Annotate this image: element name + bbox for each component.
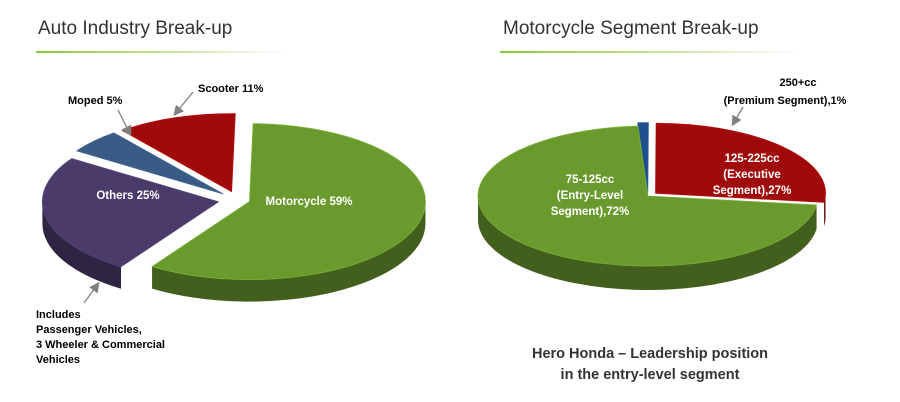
- others-callout-arrow: [83, 281, 100, 304]
- pie-slice-premium: [637, 122, 649, 193]
- premium-callout-arrow: [731, 106, 744, 127]
- slice-label-moped: Moped 5%: [68, 95, 123, 107]
- annotation-line: 3 Wheeler & Commercial: [36, 339, 165, 351]
- pie-slice-executive: [655, 122, 826, 203]
- slice-label-executive-line: 125-225cc: [725, 153, 781, 165]
- slice-label-entry-line: 75-125cc: [566, 174, 615, 186]
- pie-wall-motorcycle: [152, 201, 426, 302]
- slice-label-premium: 250+cc (Premium Segment),1%: [724, 77, 847, 107]
- slice-label-entry-line: (Entry-Level: [557, 190, 623, 202]
- slice-label-entry: 75-125cc (Entry-Level Segment),72%: [551, 174, 630, 218]
- slice-label-executive-line: (Executive: [723, 169, 781, 181]
- annotation-line: Passenger Vehicles,: [36, 324, 142, 336]
- pie-slice-entry: [477, 125, 818, 267]
- slice-label-others: Others 25%: [96, 190, 159, 202]
- slice-label-scooter: Scooter 11%: [198, 83, 264, 95]
- slice-label-entry-line: Segment),72%: [551, 206, 630, 218]
- pie-slice-moped: [75, 132, 224, 195]
- left-chart-title: Auto Industry Break-up: [38, 18, 233, 39]
- slice-label-premium-line: (Premium Segment),1%: [724, 95, 847, 107]
- slice-label-motorcycle: Motorcycle 59%: [266, 196, 353, 208]
- others-annotation: Includes Passenger Vehicles, 3 Wheeler &…: [36, 309, 165, 366]
- right-chart-title: Motorcycle Segment Break-up: [503, 18, 759, 39]
- scooter-callout-arrow: [173, 91, 194, 117]
- left-title-rule: [36, 51, 286, 53]
- footer-line: in the entry-level segment: [560, 367, 740, 383]
- right-title-rule: [500, 51, 800, 53]
- annotation-line: Vehicles: [36, 354, 80, 366]
- footer-caption: Hero Honda – Leadership position in the …: [500, 344, 800, 386]
- moped-callout-arrow: [117, 109, 132, 137]
- pie-slice-others: [42, 158, 220, 268]
- slice-label-premium-line: 250+cc: [779, 77, 816, 89]
- pie-wall-others: [42, 201, 122, 289]
- annotation-line: Includes: [36, 309, 81, 321]
- auto-industry-pie: [42, 113, 426, 302]
- pie-slice-motorcycle: [151, 123, 426, 280]
- footer-line: Hero Honda – Leadership position: [531, 346, 769, 362]
- pie-wall-entry: [478, 196, 817, 290]
- motorcycle-segment-pie: [477, 122, 826, 290]
- slice-label-executive: 125-225cc (Executive Segment),27%: [713, 153, 792, 197]
- slice-label-executive-line: Segment),27%: [713, 185, 792, 197]
